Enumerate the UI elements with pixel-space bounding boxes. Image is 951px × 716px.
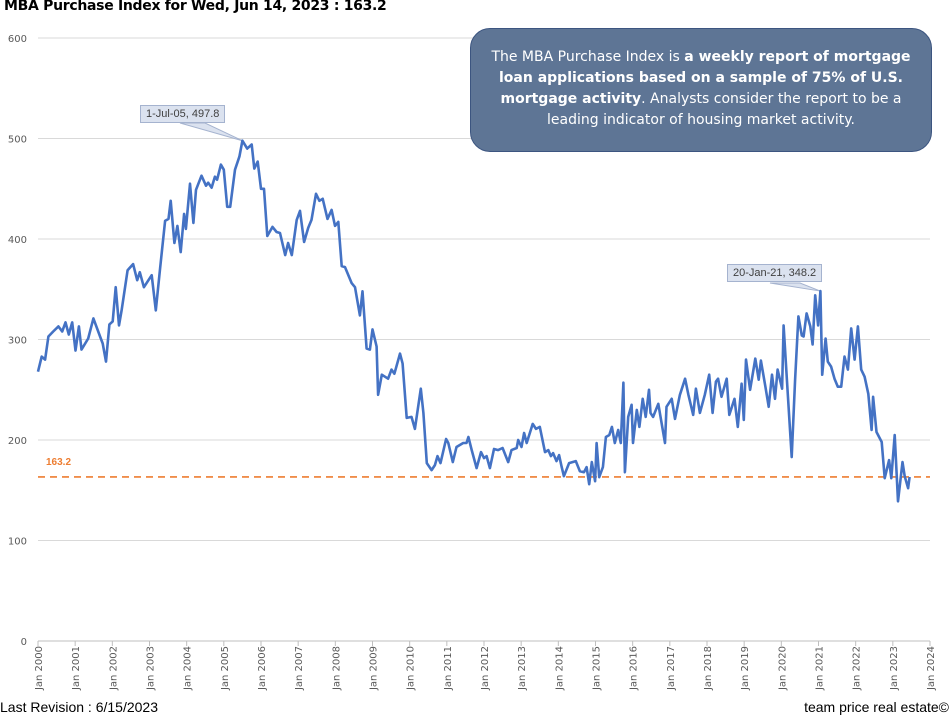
- brand-credit: team price real estate©: [804, 699, 949, 715]
- x-tick-label: Jan 2010: [406, 646, 417, 691]
- x-tick-label: Jan 2008: [331, 646, 342, 691]
- y-tick-label: 400: [8, 235, 27, 246]
- y-tick-label: 600: [8, 34, 27, 45]
- reference-line-label: 163.2: [46, 457, 72, 468]
- info-text-2: . Analysts consider the report to be a l…: [547, 91, 902, 128]
- info-box: The MBA Purchase Index is a weekly repor…: [470, 28, 932, 152]
- x-tick-label: Jan 2011: [443, 646, 454, 691]
- x-tick-label: Jan 2024: [926, 646, 937, 691]
- x-tick-label: Jan 2016: [629, 646, 640, 691]
- info-text-bold: a weekly report of mortgage loan applica…: [499, 49, 911, 107]
- x-tick-label: Jan 2012: [480, 646, 491, 691]
- y-tick-label: 200: [8, 436, 27, 447]
- peak-annotation-2005: 1-Jul-05, 497.8: [140, 105, 226, 123]
- annotation-pointer: [769, 282, 821, 292]
- x-tick-label: Jan 2007: [294, 646, 305, 691]
- x-tick-label: Jan 2017: [666, 646, 677, 691]
- x-tick-label: Jan 2023: [889, 646, 900, 691]
- x-tick-label: Jan 2014: [554, 646, 565, 691]
- chart-title: MBA Purchase Index for Wed, Jun 14, 2023…: [4, 0, 387, 14]
- x-tick-label: Jan 2002: [108, 646, 119, 691]
- x-tick-label: Jan 2013: [517, 646, 528, 691]
- series-line: [36, 139, 911, 503]
- x-tick-label: Jan 2000: [34, 646, 45, 691]
- x-tick-label: Jan 2004: [183, 646, 194, 691]
- y-tick-label: 0: [21, 637, 27, 648]
- x-tick-label: Jan 2005: [220, 646, 231, 691]
- x-tick-label: Jan 2020: [777, 646, 788, 691]
- x-tick-label: Jan 2015: [592, 646, 603, 691]
- y-tick-label: 500: [8, 135, 27, 146]
- x-tick-label: Jan 2018: [703, 646, 714, 691]
- info-text-1: The MBA Purchase Index is: [491, 49, 685, 65]
- x-tick-label: Jan 2022: [852, 646, 863, 691]
- last-revision: Last Revision : 6/15/2023: [0, 699, 158, 715]
- x-tick-label: Jan 2019: [740, 646, 751, 691]
- y-tick-label: 100: [8, 537, 27, 548]
- x-tick-label: Jan 2021: [815, 646, 826, 691]
- x-tick-label: Jan 2003: [146, 646, 157, 691]
- x-tick-label: Jan 2006: [257, 646, 268, 691]
- y-tick-label: 300: [8, 336, 27, 347]
- x-tick-label: Jan 2009: [369, 646, 380, 691]
- peak-annotation-2021: 20-Jan-21, 348.2: [727, 264, 823, 282]
- annotation-pointer: [179, 122, 243, 142]
- x-tick-label: Jan 2001: [71, 646, 82, 691]
